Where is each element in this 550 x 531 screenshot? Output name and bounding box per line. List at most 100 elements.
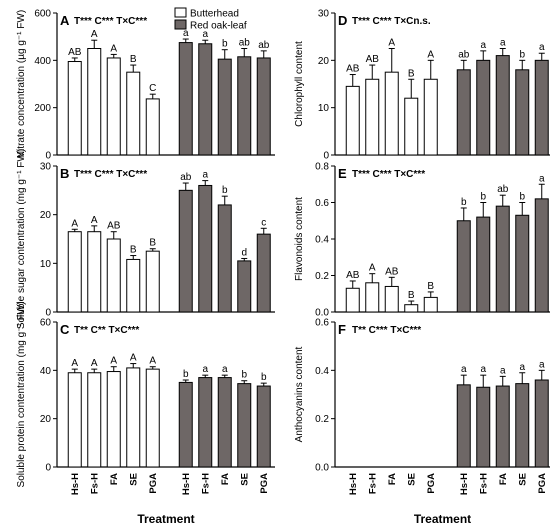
bar-E-butterhead-FA <box>384 285 399 313</box>
bar-A-red-oak-leaf-PGA <box>256 57 271 156</box>
significance-label-A: a <box>183 28 189 39</box>
bar-E-red-oak-leaf-FA <box>495 205 510 313</box>
significance-label-F: a <box>461 364 467 375</box>
significance-label-C: b <box>241 370 247 381</box>
x-tick-label-Hs-H: Hs-H <box>70 473 81 495</box>
bar-E-red-oak-leaf-PGA <box>534 198 549 313</box>
bar-A-butterhead-SE <box>126 71 141 156</box>
significance-label-D: A <box>427 49 434 60</box>
bar-E-red-oak-leaf-Hs-H <box>456 220 471 313</box>
significance-label-E: a <box>539 173 545 184</box>
panel-stats-B: T*** C*** T×C*** <box>74 169 147 180</box>
bar-D-butterhead-PGA <box>423 78 438 156</box>
bar-C-red-oak-leaf-SE <box>237 383 252 468</box>
panel-label-A: A <box>60 13 70 28</box>
significance-label-D: a <box>480 40 486 51</box>
significance-label-E: B <box>427 281 434 292</box>
bar-A-red-oak-leaf-Hs-H <box>178 42 193 156</box>
bar-E-butterhead-PGA <box>423 296 438 313</box>
x-axis-label: Treatment <box>414 512 471 526</box>
y-tick-label-F: 0.4 <box>315 366 329 377</box>
significance-label-D: B <box>408 68 415 79</box>
significance-label-F: a <box>519 362 525 373</box>
bar-C-butterhead-SE <box>126 367 141 468</box>
significance-label-E: b <box>519 192 525 203</box>
bar-B-butterhead-Fs-H <box>87 231 102 313</box>
significance-label-B: B <box>149 238 156 249</box>
bar-C-butterhead-Fs-H <box>87 372 102 468</box>
significance-label-D: ab <box>458 49 470 60</box>
bar-D-red-oak-leaf-SE <box>515 69 530 156</box>
x-tick-label-Fs-H: Fs-H <box>89 473 100 494</box>
significance-label-B: A <box>71 218 78 229</box>
significance-label-B: a <box>202 170 208 181</box>
significance-label-C: A <box>91 358 98 369</box>
bar-D-butterhead-Fs-H <box>365 78 380 156</box>
x-tick-label-Fs-H: Fs-H <box>200 473 211 494</box>
legend-label-butterhead: Butterhead <box>190 9 239 20</box>
bar-D-red-oak-leaf-Fs-H <box>476 59 491 156</box>
bar-D-butterhead-Hs-H <box>345 85 360 156</box>
y-tick-label-A: 400 <box>34 56 51 67</box>
bar-D-red-oak-leaf-PGA <box>534 59 549 156</box>
significance-label-A: ab <box>258 40 270 51</box>
y-tick-label-C: 40 <box>40 366 52 377</box>
bar-D-red-oak-leaf-Hs-H <box>456 69 471 156</box>
y-tick-label-B: 10 <box>40 259 52 270</box>
bar-C-red-oak-leaf-Fs-H <box>198 377 213 468</box>
significance-label-D: A <box>388 38 395 49</box>
y-tick-label-F: 0.6 <box>315 318 329 329</box>
bar-A-butterhead-Fs-H <box>87 48 102 156</box>
y-tick-label-E: 0.0 <box>315 308 329 319</box>
y-tick-label-D: 30 <box>318 9 330 20</box>
bar-E-butterhead-Fs-H <box>365 282 380 313</box>
y-tick-label-B: 20 <box>40 210 52 221</box>
significance-label-A: AB <box>68 47 82 58</box>
significance-label-A: C <box>149 83 156 94</box>
bar-B-butterhead-PGA <box>145 250 160 313</box>
bar-B-red-oak-leaf-Fs-H <box>198 184 213 313</box>
bar-B-red-oak-leaf-Hs-H <box>178 189 193 313</box>
significance-label-E: b <box>461 197 467 208</box>
y-tick-label-E: 0.6 <box>315 198 329 209</box>
significance-label-D: a <box>539 42 545 53</box>
x-tick-label-SE: SE <box>239 473 250 486</box>
significance-label-F: a <box>480 364 486 375</box>
significance-label-C: A <box>130 353 137 364</box>
bar-F-red-oak-leaf-PGA <box>534 379 549 468</box>
significance-label-A: A <box>91 29 98 40</box>
bar-B-red-oak-leaf-SE <box>237 260 252 313</box>
x-tick-label-Hs-H: Hs-H <box>181 473 192 495</box>
bar-B-butterhead-Hs-H <box>67 231 82 313</box>
bar-C-red-oak-leaf-Hs-H <box>178 381 193 468</box>
significance-label-F: a <box>500 365 506 376</box>
significance-label-E: B <box>408 290 415 301</box>
legend-swatch-butterhead <box>174 7 187 18</box>
significance-label-D: AB <box>346 64 360 75</box>
y-tick-label-A: 600 <box>34 9 51 20</box>
bar-D-red-oak-leaf-FA <box>495 55 510 156</box>
panel-label-C: C <box>60 322 70 337</box>
bar-C-red-oak-leaf-PGA <box>256 385 271 468</box>
significance-label-A: b <box>222 39 228 50</box>
significance-label-C: a <box>222 364 228 375</box>
x-tick-label-Hs-H: Hs-H <box>348 473 359 495</box>
x-tick-label-PGA: PGA <box>148 473 159 494</box>
significance-label-E: A <box>369 263 376 274</box>
y-tick-label-C: 0 <box>45 463 51 474</box>
y-tick-label-D: 10 <box>318 103 330 114</box>
y-tick-label-B: 0 <box>45 308 51 319</box>
bar-B-red-oak-leaf-PGA <box>256 233 271 313</box>
bar-F-red-oak-leaf-SE <box>515 383 530 468</box>
y-tick-label-E: 0.8 <box>315 162 329 173</box>
legend-label-red-oak-leaf: Red oak-leaf <box>190 21 247 32</box>
bar-D-butterhead-SE <box>404 97 419 156</box>
panel-label-B: B <box>60 166 69 181</box>
x-tick-label-PGA: PGA <box>426 473 437 494</box>
bar-D-butterhead-FA <box>384 71 399 156</box>
y-tick-label-F: 0.2 <box>315 414 329 425</box>
bar-A-butterhead-FA <box>106 57 121 156</box>
significance-label-C: b <box>183 369 189 380</box>
x-axis-label: Treatment <box>137 512 194 526</box>
